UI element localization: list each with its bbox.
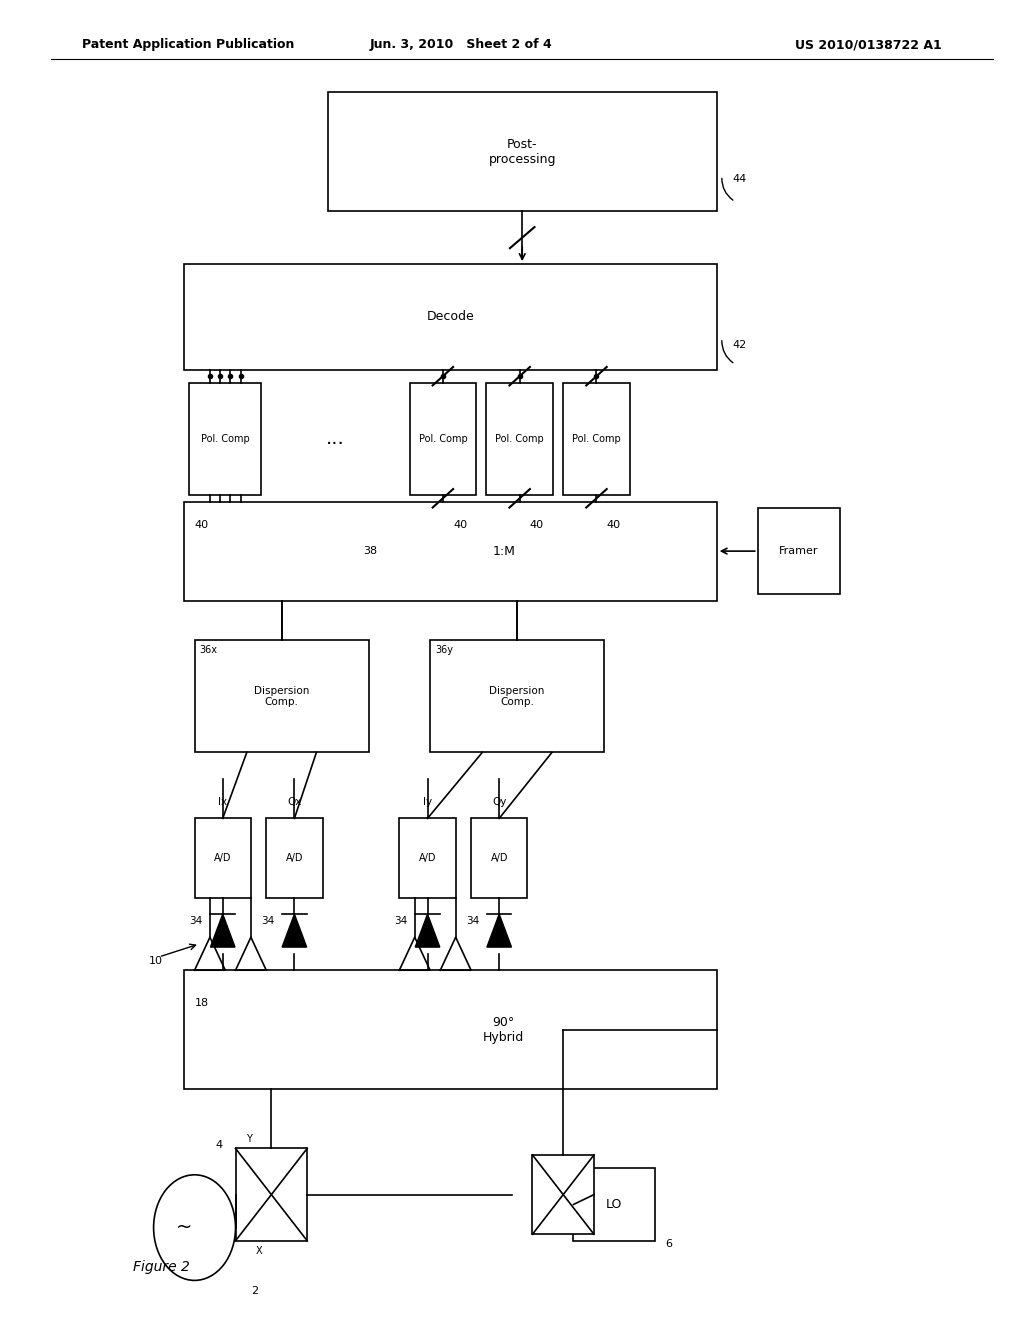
- Text: A/D: A/D: [419, 853, 436, 863]
- Text: 40: 40: [453, 520, 467, 531]
- Text: ...: ...: [326, 429, 345, 449]
- Text: 40: 40: [195, 520, 209, 531]
- FancyBboxPatch shape: [573, 1168, 655, 1241]
- FancyBboxPatch shape: [486, 383, 553, 495]
- Text: LO: LO: [606, 1199, 623, 1210]
- Text: ~: ~: [176, 1218, 193, 1237]
- FancyBboxPatch shape: [410, 383, 476, 495]
- Text: 34: 34: [466, 916, 479, 927]
- FancyBboxPatch shape: [563, 383, 630, 495]
- Text: Post-
processing: Post- processing: [488, 137, 556, 166]
- FancyBboxPatch shape: [266, 818, 323, 898]
- Text: 42: 42: [732, 341, 746, 351]
- FancyBboxPatch shape: [471, 818, 527, 898]
- Text: 38: 38: [364, 546, 378, 556]
- Text: 34: 34: [261, 916, 274, 927]
- Text: US 2010/0138722 A1: US 2010/0138722 A1: [796, 38, 942, 51]
- Text: 4: 4: [215, 1140, 222, 1151]
- Text: 18: 18: [195, 998, 209, 1008]
- Text: Y: Y: [246, 1134, 252, 1144]
- Text: A/D: A/D: [490, 853, 508, 863]
- Text: Iy: Iy: [423, 797, 432, 808]
- FancyBboxPatch shape: [532, 1155, 594, 1234]
- FancyBboxPatch shape: [399, 818, 456, 898]
- Text: 2: 2: [251, 1286, 258, 1296]
- Polygon shape: [211, 913, 236, 948]
- Polygon shape: [487, 913, 512, 948]
- Text: 40: 40: [606, 520, 621, 531]
- Text: 6: 6: [666, 1239, 673, 1250]
- Text: 36x: 36x: [200, 645, 218, 656]
- Text: Qy: Qy: [492, 797, 507, 808]
- Text: 34: 34: [394, 916, 408, 927]
- FancyBboxPatch shape: [758, 508, 840, 594]
- Text: 1:M: 1:M: [493, 545, 515, 557]
- Text: Dispersion
Comp.: Dispersion Comp.: [489, 685, 545, 708]
- Text: Pol. Comp: Pol. Comp: [201, 434, 250, 444]
- Text: Figure 2: Figure 2: [133, 1261, 190, 1274]
- Text: 36y: 36y: [435, 645, 454, 656]
- Text: Pol. Comp: Pol. Comp: [572, 434, 621, 444]
- Text: Pol. Comp: Pol. Comp: [419, 434, 467, 444]
- Text: Jun. 3, 2010   Sheet 2 of 4: Jun. 3, 2010 Sheet 2 of 4: [370, 38, 552, 51]
- FancyBboxPatch shape: [184, 970, 717, 1089]
- Text: Dispersion
Comp.: Dispersion Comp.: [254, 685, 309, 708]
- Text: A/D: A/D: [214, 853, 231, 863]
- Text: Decode: Decode: [427, 310, 474, 323]
- FancyBboxPatch shape: [184, 502, 717, 601]
- Polygon shape: [416, 913, 440, 948]
- Text: Ix: Ix: [218, 797, 227, 808]
- Polygon shape: [283, 913, 307, 948]
- Text: 44: 44: [732, 173, 746, 183]
- Text: 40: 40: [530, 520, 544, 531]
- Text: X: X: [256, 1246, 262, 1257]
- FancyBboxPatch shape: [184, 264, 717, 370]
- FancyBboxPatch shape: [328, 92, 717, 211]
- FancyBboxPatch shape: [430, 640, 604, 752]
- FancyBboxPatch shape: [195, 818, 251, 898]
- FancyBboxPatch shape: [236, 1148, 307, 1241]
- Text: Framer: Framer: [779, 546, 818, 556]
- Text: 34: 34: [189, 916, 203, 927]
- Text: Qx: Qx: [287, 797, 302, 808]
- FancyBboxPatch shape: [195, 640, 369, 752]
- Text: 10: 10: [148, 956, 163, 966]
- Text: A/D: A/D: [286, 853, 303, 863]
- Text: Patent Application Publication: Patent Application Publication: [82, 38, 294, 51]
- FancyBboxPatch shape: [189, 383, 261, 495]
- Text: Pol. Comp: Pol. Comp: [496, 434, 544, 444]
- Text: 90°
Hybrid: 90° Hybrid: [483, 1015, 524, 1044]
